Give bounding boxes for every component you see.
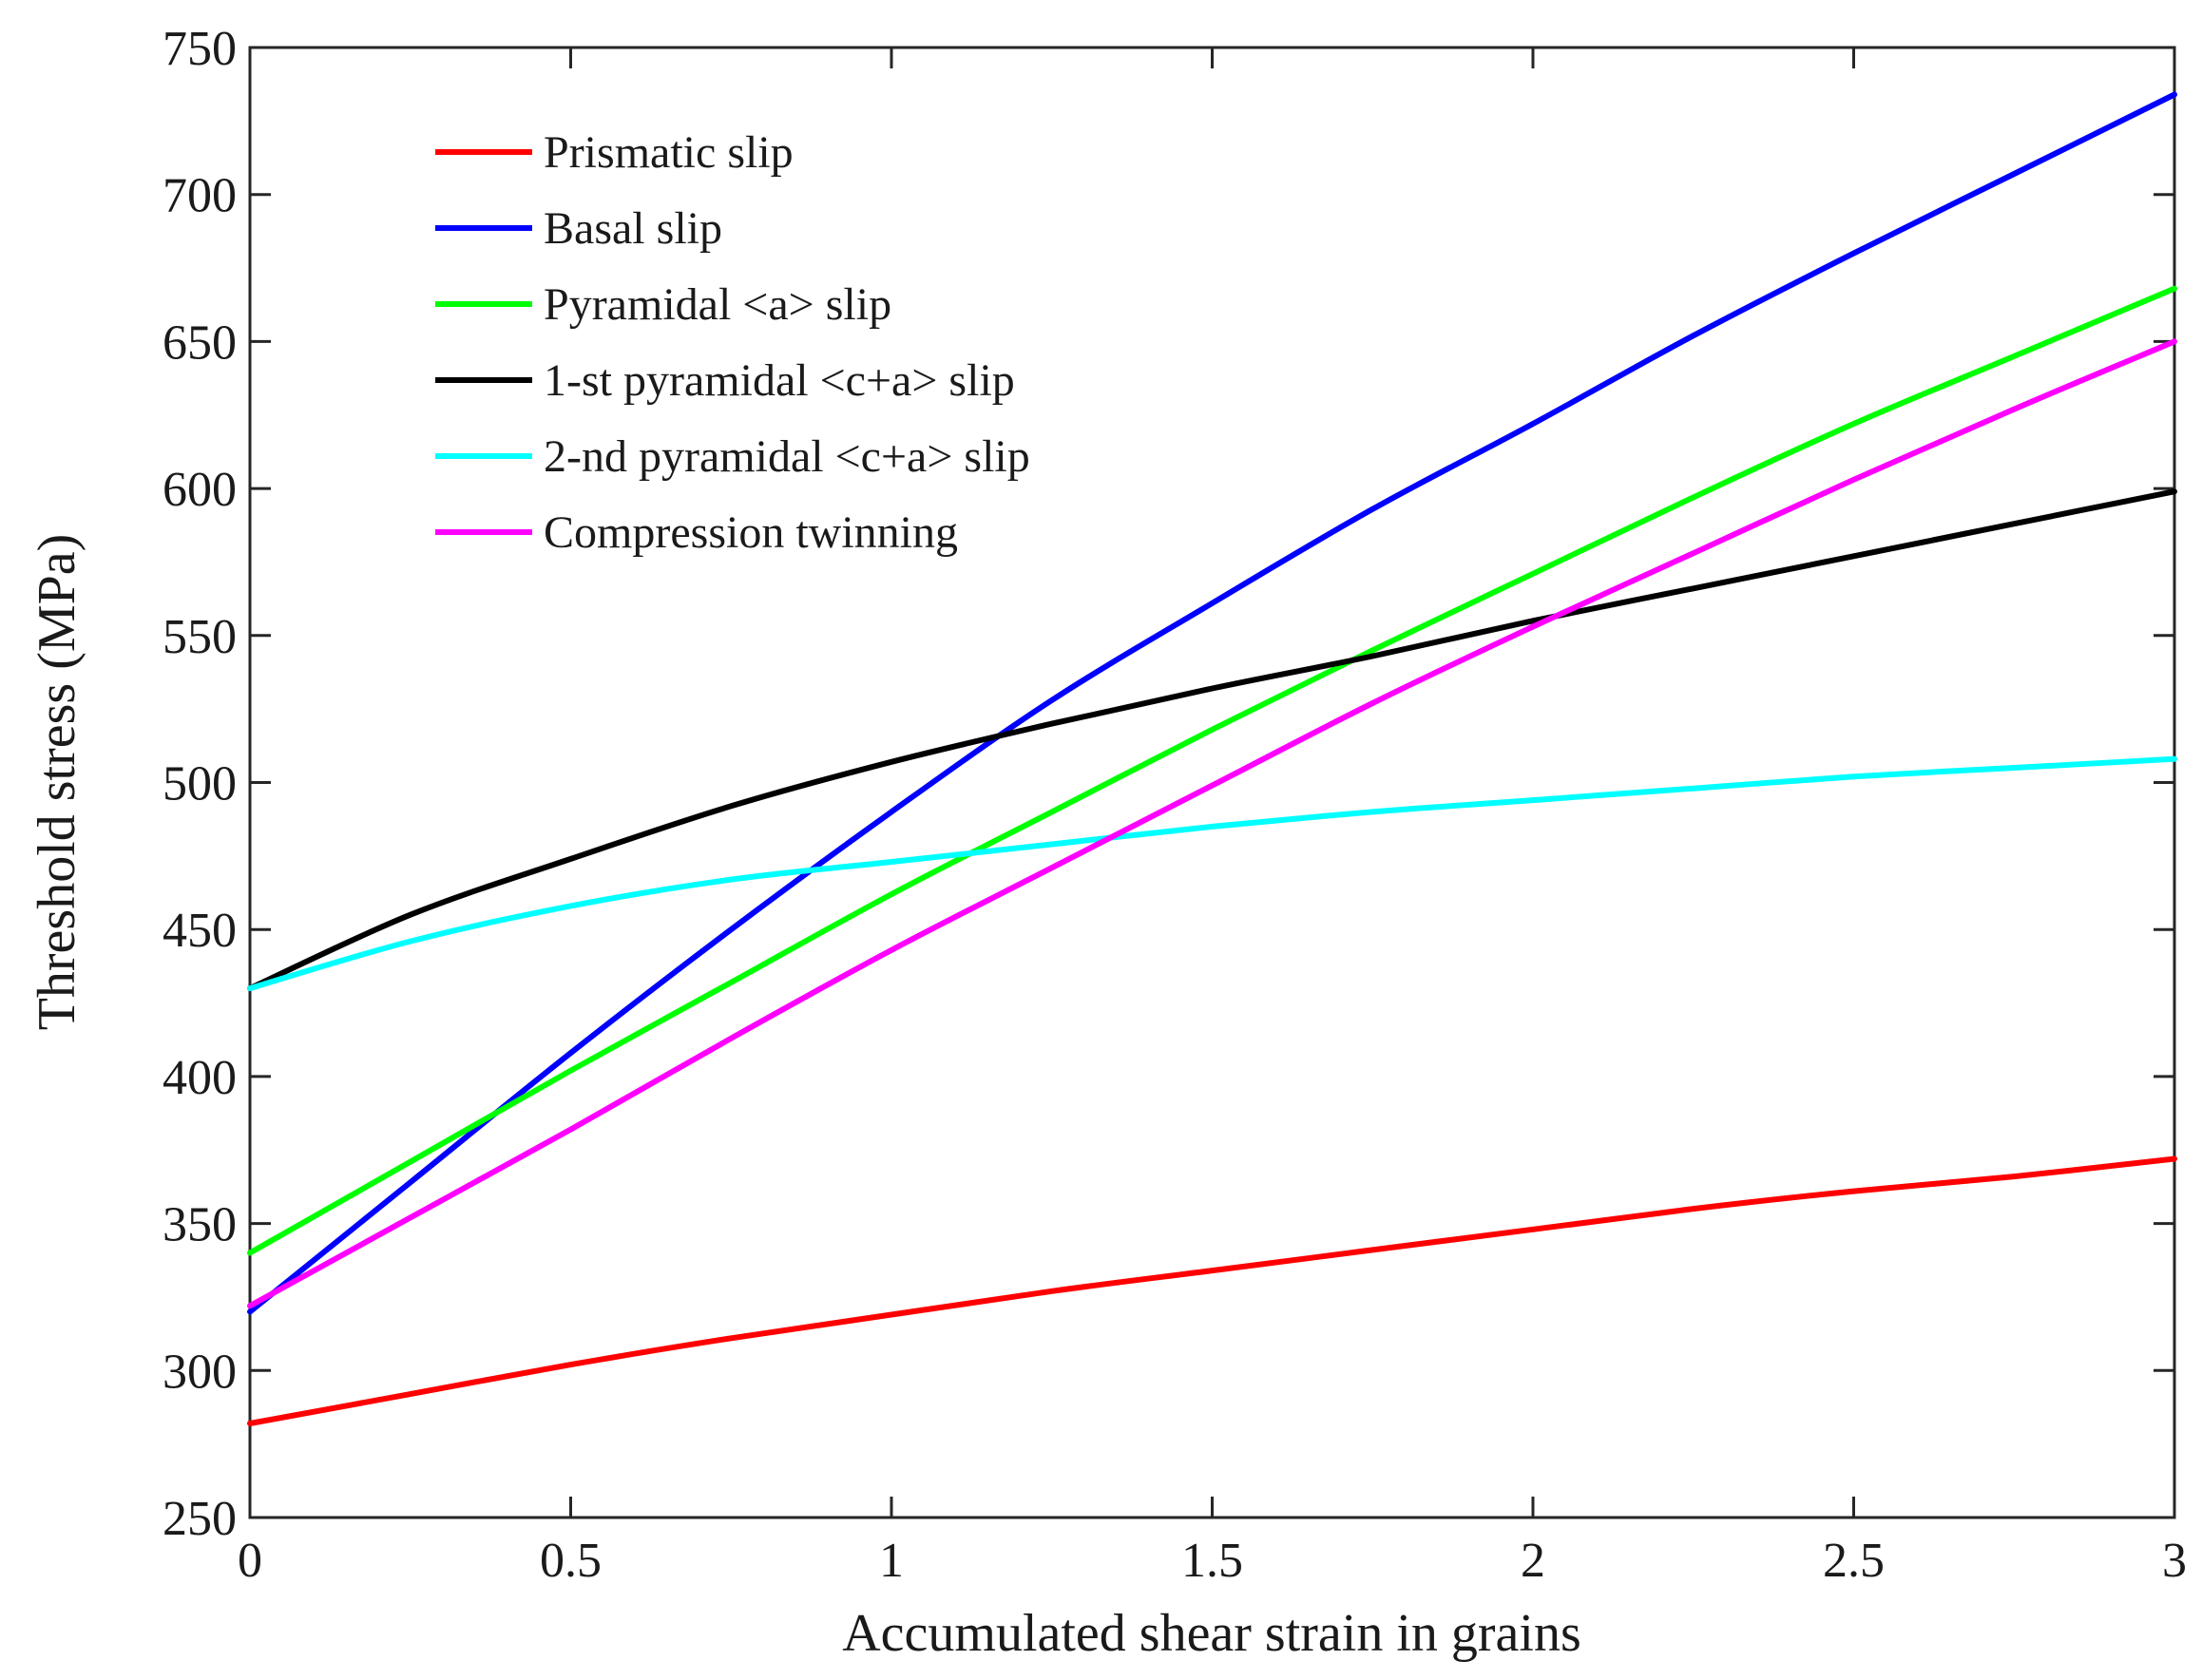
y-tick-label: 500 <box>163 757 237 811</box>
y-tick-label: 550 <box>163 610 237 664</box>
series-line-pyramidal-a-slip <box>247 285 2177 1256</box>
x-tick-label: 0.5 <box>540 1534 602 1588</box>
x-tick-label: 1.5 <box>1181 1534 1243 1588</box>
series-line-prismatic-slip <box>247 1155 2177 1426</box>
y-axis-label: Threshold stress (MPa) <box>28 534 86 1031</box>
y-tick-label: 350 <box>163 1198 237 1252</box>
legend-label-2-nd-pyramidal-c-a-slip: 2-nd pyramidal <c+a> slip <box>544 431 1030 482</box>
series-layer <box>247 91 2177 1426</box>
legend-label-compression-twinning: Compression twinning <box>544 507 958 558</box>
x-tick-label: 2 <box>1521 1534 1545 1588</box>
legend-label-prismatic-slip: Prismatic slip <box>544 127 794 178</box>
y-tick-label: 450 <box>163 904 237 958</box>
y-tick-label: 750 <box>163 22 237 76</box>
x-tick-label: 3 <box>2162 1534 2187 1588</box>
y-tick-label: 250 <box>163 1492 237 1546</box>
x-axis-ticks: 0 0.5 1 1.5 2 2.5 3 <box>238 48 2187 1588</box>
y-tick-label: 650 <box>163 315 237 370</box>
legend-label-basal-slip: Basal slip <box>544 203 722 254</box>
series-line-1-st-pyramidal-c-a-slip <box>247 488 2177 992</box>
x-tick-label: 0 <box>238 1534 262 1588</box>
series-line-2-nd-pyramidal-c-a-slip <box>247 755 2177 992</box>
y-tick-label: 400 <box>163 1051 237 1105</box>
x-axis-label: Accumulated shear strain in grains <box>842 1604 1581 1663</box>
legend-label-1-st-pyramidal-c-a-slip: 1-st pyramidal <c+a> slip <box>544 355 1015 406</box>
y-tick-label: 700 <box>163 169 237 223</box>
x-tick-label: 1 <box>879 1534 904 1588</box>
x-tick-label: 2.5 <box>1823 1534 1885 1588</box>
series-line-compression-twinning <box>247 338 2177 1309</box>
legend-label-pyramidal-a-slip: Pyramidal <a> slip <box>544 279 891 330</box>
legend: Prismatic slip Basal slip Pyramidal <a> sl… <box>435 127 1030 558</box>
y-axis-ticks: 250 300 350 400 450 500 550 600 650 700 750 <box>163 22 2174 1546</box>
series-line-basal-slip <box>247 91 2177 1315</box>
y-tick-label: 600 <box>163 463 237 517</box>
y-tick-label: 300 <box>163 1345 237 1399</box>
